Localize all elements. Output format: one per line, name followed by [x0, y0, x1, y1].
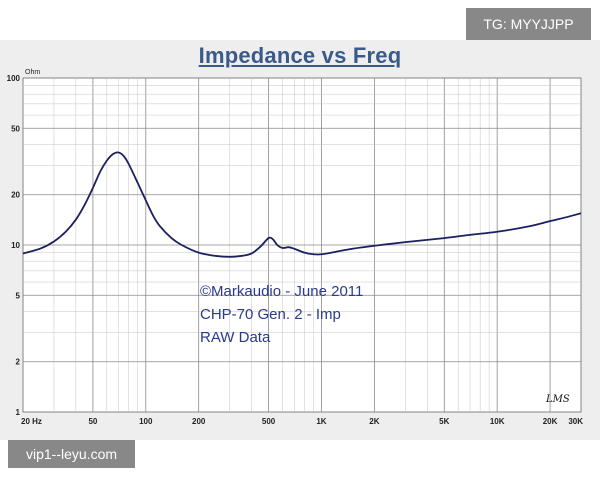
x-tick-labels: 20 Hz 50 100 200 500 1K 2K 5K 10K 20K 30K: [21, 417, 583, 426]
y-tick-label: 5: [16, 291, 21, 300]
y-tick-label: 1: [16, 408, 21, 417]
y-axis-unit-label: Ohm: [25, 69, 40, 76]
x-tick-label: 30K: [568, 417, 583, 426]
y-tick-label: 2: [16, 358, 21, 367]
x-tick-label: 100: [139, 417, 153, 426]
x-tick-label: 50: [88, 417, 97, 426]
x-tick-label: 20 Hz: [21, 417, 42, 426]
y-tick-label: 10: [11, 241, 20, 250]
annotation-line-2: CHP-70 Gen. 2 - Imp: [200, 306, 341, 323]
annotation-line-1: ©Markaudio - June 2011: [200, 283, 363, 300]
y-tick-labels: 100 50 20 10 5 2 1: [7, 74, 21, 417]
annotation-line-3: RAW Data: [200, 329, 271, 346]
impedance-curve: [22, 151, 582, 258]
x-tick-label: 10K: [490, 417, 505, 426]
x-tick-label: 5K: [439, 417, 449, 426]
x-tick-label: 2K: [369, 417, 379, 426]
x-tick-label: 20K: [543, 417, 558, 426]
signature-mark: LMS: [545, 394, 570, 405]
watermark-top-right: TG: MYYJJPP: [466, 8, 591, 40]
x-tick-label: 200: [192, 417, 206, 426]
chart-title: Impedance vs Freq: [198, 43, 402, 68]
y-tick-label: 50: [11, 124, 20, 133]
x-tick-label: 500: [262, 417, 276, 426]
y-tick-label: 20: [11, 191, 20, 200]
watermark-bottom-left: vip1--leyu.com: [8, 440, 135, 468]
grid: [23, 78, 581, 412]
x-tick-label: 1K: [316, 417, 326, 426]
y-tick-label: 100: [7, 74, 21, 83]
